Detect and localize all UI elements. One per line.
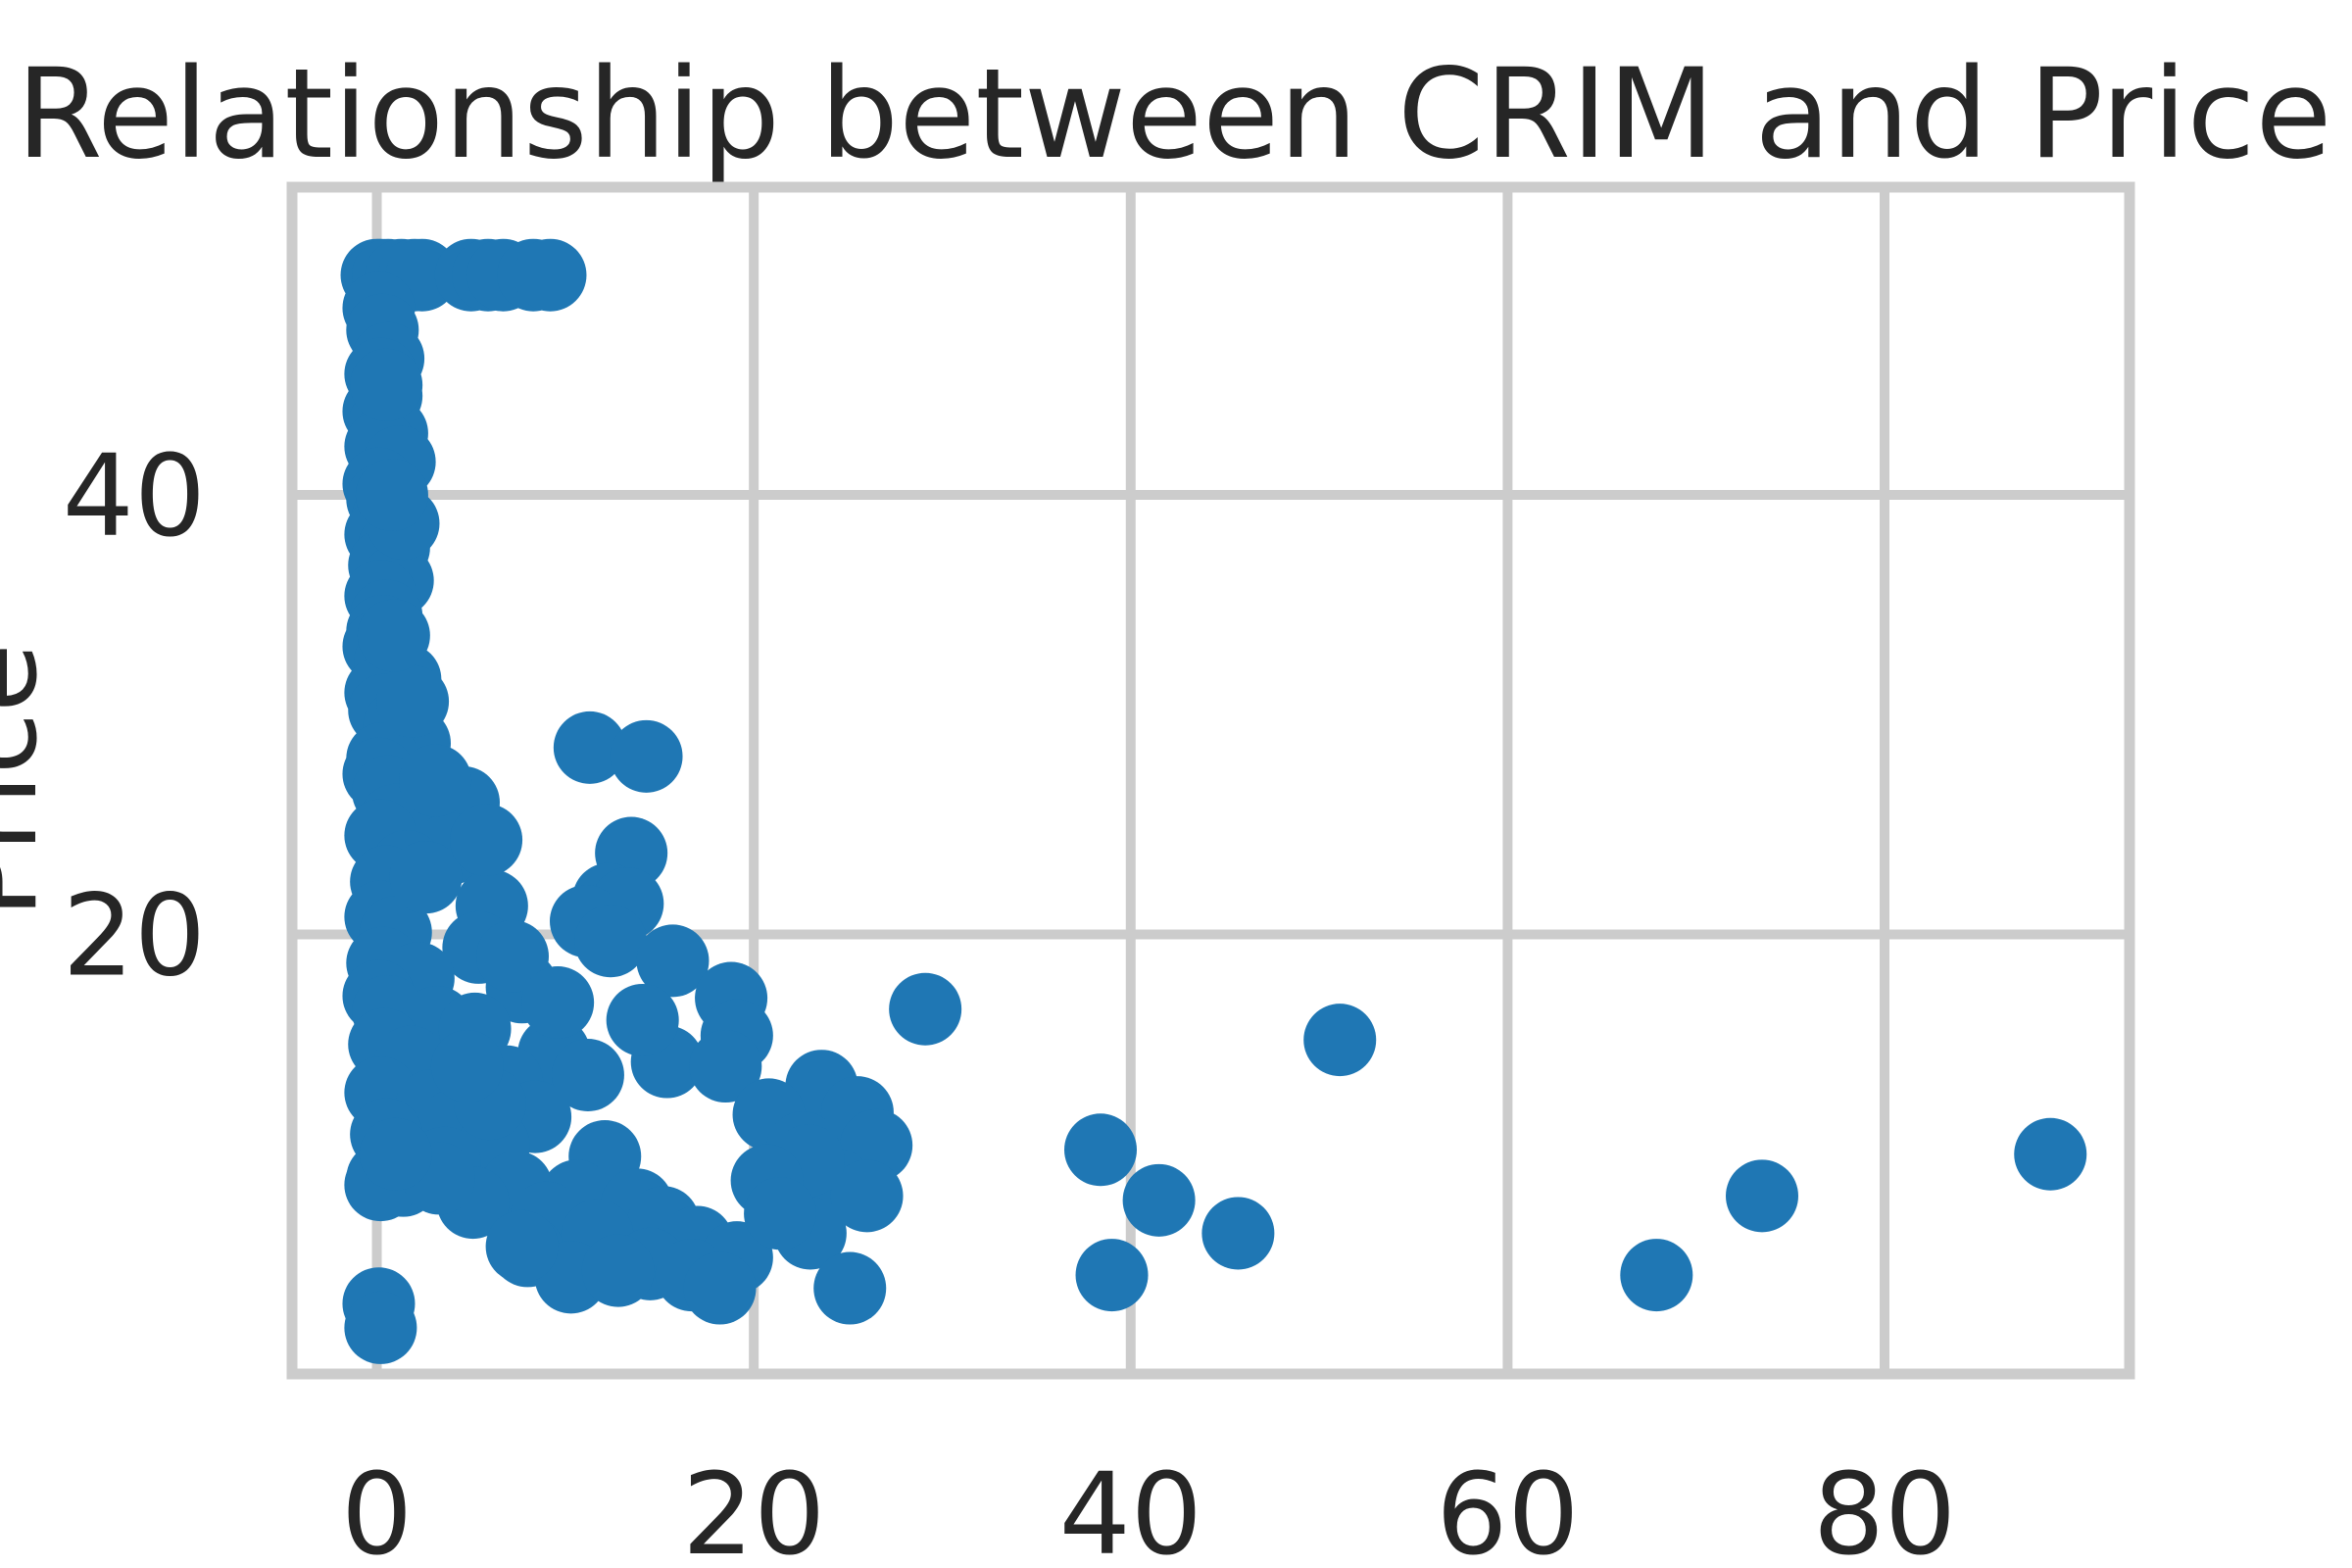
x-tick-label: 80 (1813, 1449, 1956, 1568)
data-point (610, 719, 683, 793)
data-point (574, 905, 647, 978)
data-point (636, 924, 710, 998)
data-point (514, 238, 587, 312)
data-point (376, 664, 450, 738)
data-point (350, 348, 423, 421)
x-tick-label: 60 (1436, 1449, 1579, 1568)
data-point (606, 983, 679, 1056)
data-point (357, 599, 430, 672)
data-point (389, 841, 463, 914)
data-point (521, 966, 595, 1040)
y-tick-label: 20 (63, 870, 206, 1002)
data-point (1620, 1239, 1693, 1312)
data-point (399, 744, 472, 817)
data-point (813, 1251, 887, 1325)
data-point (355, 458, 428, 531)
data-point (581, 1234, 655, 1307)
data-point (683, 1251, 757, 1325)
data-point (359, 1117, 432, 1191)
data-point (476, 919, 549, 993)
data-point (485, 1209, 559, 1283)
y-tick-label: 40 (63, 431, 206, 563)
x-tick-label: 0 (341, 1449, 413, 1568)
y-axis-label: Price (0, 643, 63, 918)
data-point (744, 1177, 817, 1250)
chart-title: Relationship between CRIM and Price (17, 41, 2332, 186)
data-point (344, 1291, 417, 1364)
data-point (1303, 1004, 1377, 1077)
data-points (340, 238, 2087, 1364)
data-point (430, 1030, 504, 1103)
data-point (553, 710, 626, 784)
data-point (551, 1039, 624, 1112)
data-point (450, 804, 523, 877)
x-tick-label: 40 (1059, 1449, 1202, 1568)
plot-frame (286, 181, 2135, 1380)
data-point (2014, 1117, 2087, 1191)
data-point (830, 1159, 904, 1233)
data-point (1064, 1113, 1137, 1187)
data-point (689, 1030, 762, 1103)
data-point (1122, 1163, 1196, 1237)
data-point (1726, 1159, 1798, 1233)
data-point (1075, 1239, 1149, 1312)
data-point (1201, 1197, 1275, 1270)
x-tick-labels: 0 20 40 60 80 (341, 1449, 1956, 1568)
x-tick-label: 20 (682, 1449, 825, 1568)
data-point (889, 972, 962, 1046)
